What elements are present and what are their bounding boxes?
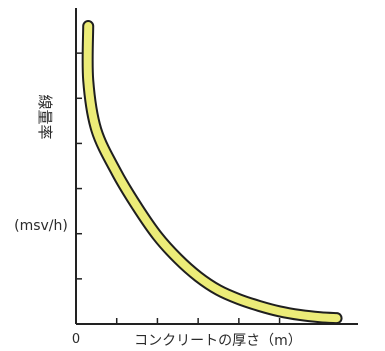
series-layer bbox=[81, 20, 343, 325]
y-unit-label: (msv/h) bbox=[14, 218, 68, 234]
x-axis-label: コンクリートの厚さ（m） bbox=[134, 333, 302, 349]
series-line bbox=[83, 22, 341, 323]
y-ticks bbox=[76, 52, 82, 280]
series-line-outline bbox=[81, 20, 343, 325]
y-axis-label: 線量率 bbox=[36, 94, 54, 139]
origin-label: 0 bbox=[72, 332, 80, 347]
